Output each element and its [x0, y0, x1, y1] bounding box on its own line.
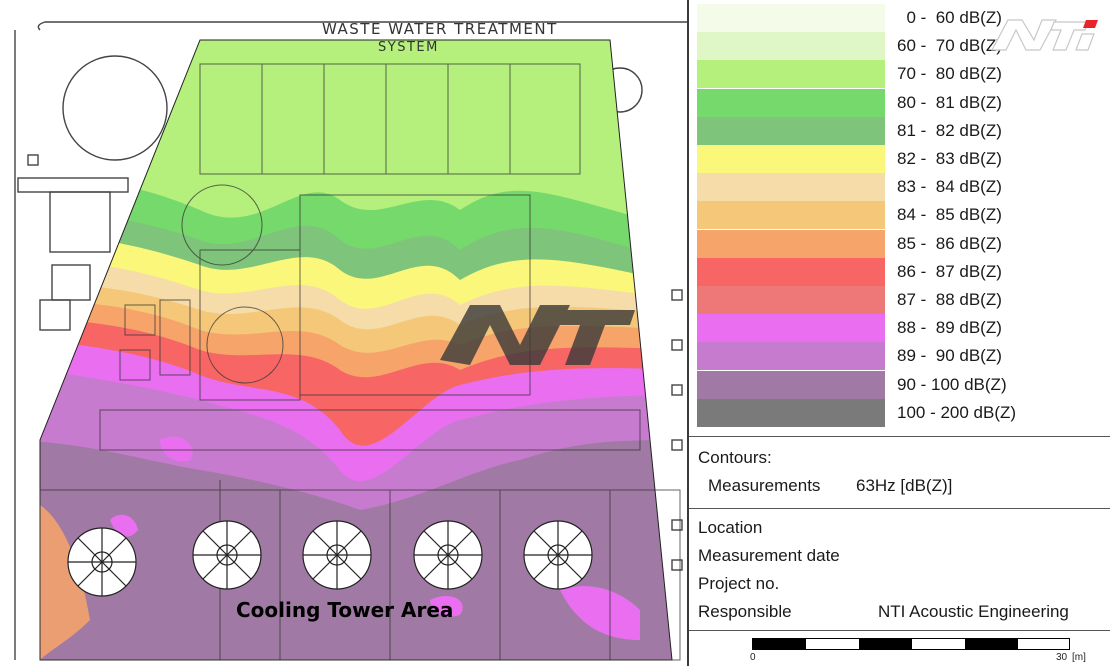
legend-item: 83 - 84 dB(Z) — [697, 173, 1089, 202]
fan-5-icon — [523, 520, 593, 590]
legend-swatch — [697, 88, 885, 117]
legend-item: 85 - 86 dB(Z) — [697, 229, 1089, 258]
legend-label: 70 - 80 dB(Z) — [897, 64, 1002, 84]
legend-swatch — [697, 4, 885, 32]
legend-item: 84 - 85 dB(Z) — [697, 201, 1089, 230]
legend-item: 88 - 89 dB(Z) — [697, 314, 1089, 343]
legend-label: 83 - 84 dB(Z) — [897, 177, 1002, 197]
cooling-tower-fans — [67, 520, 593, 597]
panel-divider — [687, 0, 689, 666]
legend-item: 87 - 88 dB(Z) — [697, 286, 1089, 314]
legend-swatch — [697, 145, 885, 173]
legend-item: 70 - 80 dB(Z) — [697, 60, 1089, 89]
building-outlines — [39, 63, 681, 661]
legend-swatch — [697, 398, 885, 427]
legend-label: 81 - 82 dB(Z) — [897, 120, 1002, 140]
scale-end: 30 — [1056, 652, 1068, 663]
legend-swatch — [697, 370, 885, 399]
measurements-label: Measurements — [708, 476, 821, 495]
legend-item: 90 - 100 dB(Z) — [697, 370, 1089, 399]
scale-unit: [m] — [1072, 652, 1086, 663]
nti-watermark-icon — [440, 305, 635, 365]
legend-swatch — [697, 314, 885, 343]
legend-item: 0 - 60 dB(Z) — [697, 4, 1089, 32]
legend-swatch — [697, 342, 885, 371]
fan-1-icon — [67, 527, 137, 597]
legend-swatch — [697, 257, 885, 286]
drawing-title: WASTE WATER TREATMENT — [322, 20, 558, 38]
measurements-value: 63Hz [dB(Z)] — [856, 476, 953, 495]
contours-heading: Contours: — [698, 448, 772, 467]
legend-label: 89 - 90 dB(Z) — [897, 346, 1002, 366]
project-no-label: Project no. — [698, 574, 780, 593]
legend-label: 82 - 83 dB(Z) — [897, 149, 1002, 168]
legend-swatch — [697, 173, 885, 202]
legend-swatch — [697, 32, 885, 61]
measurement-date-label: Measurement date — [698, 546, 840, 565]
separator-contours — [689, 436, 1110, 437]
responsible-value: NTI Acoustic Engineering — [878, 602, 1069, 621]
separator-info — [689, 508, 1110, 509]
site-drawing — [14, 21, 688, 660]
legend-item: 80 - 81 dB(Z) — [697, 88, 1089, 117]
noise-contour-map[interactable]: WASTE WATER TREATMENT SYSTEM Cooling Tow… — [0, 0, 688, 666]
legend-label: 84 - 85 dB(Z) — [897, 205, 1002, 225]
legend-panel: 0 - 60 dB(Z) 60 - 70 dB(Z) 70 - 80 dB(Z) 80… — [689, 0, 1110, 666]
legend-label: 85 - 86 dB(Z) — [897, 233, 1002, 253]
scale-start: 0 — [750, 652, 756, 663]
legend-label: 80 - 81 dB(Z) — [897, 92, 1002, 112]
location-label: Location — [698, 518, 763, 537]
legend-label: 100 - 200 dB(Z) — [897, 402, 1017, 422]
legend-label: 60 - 70 dB(Z) — [897, 36, 1002, 56]
legend-swatch — [697, 116, 885, 145]
legend-swatch — [697, 286, 885, 314]
fan-4-icon — [413, 520, 483, 590]
nti-logo-icon — [991, 19, 1098, 51]
legend-label: 88 - 89 dB(Z) — [897, 318, 1002, 338]
scale-bar — [752, 638, 1070, 650]
legend-item: 100 - 200 dB(Z) — [697, 398, 1089, 427]
legend-swatch — [697, 229, 885, 258]
legend-item: 81 - 82 dB(Z) — [697, 116, 1089, 145]
separator-scale — [689, 630, 1110, 631]
drawing-subtitle: SYSTEM — [378, 40, 439, 55]
legend-label: 90 - 100 dB(Z) — [897, 374, 1007, 394]
legend-swatch — [697, 60, 885, 89]
legend-label: 87 - 88 dB(Z) — [897, 290, 1002, 309]
legend-label: 0 - 60 dB(Z) — [897, 8, 1002, 27]
fan-2-icon — [192, 520, 262, 590]
legend-swatch — [697, 201, 885, 230]
fan-3-icon — [302, 520, 372, 590]
responsible-label: Responsible — [698, 602, 792, 621]
legend-item: 89 - 90 dB(Z) — [697, 342, 1089, 371]
legend-label: 86 - 87 dB(Z) — [897, 261, 1002, 281]
cooling-tower-area-label: Cooling Tower Area — [236, 598, 454, 622]
legend-item: 82 - 83 dB(Z) — [697, 145, 1089, 173]
map-drawing — [14, 21, 688, 661]
legend-item: 86 - 87 dB(Z) — [697, 257, 1089, 286]
